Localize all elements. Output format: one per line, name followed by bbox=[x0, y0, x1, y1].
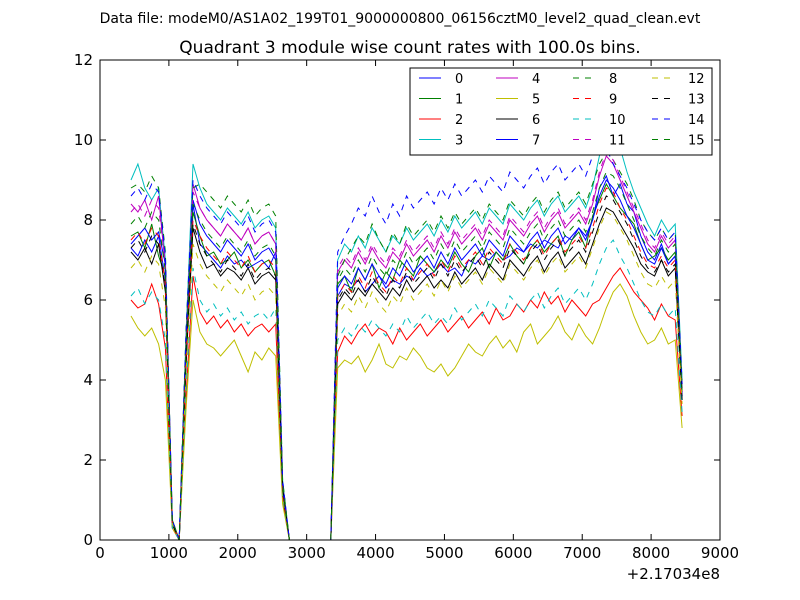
y-tick-label: 4 bbox=[83, 371, 93, 389]
legend-label-3: 3 bbox=[455, 134, 463, 149]
series-line-10 bbox=[130, 239, 683, 540]
y-tick-label: 10 bbox=[74, 131, 93, 149]
series-line-5 bbox=[130, 283, 683, 540]
x-tick-label: 6000 bbox=[494, 544, 532, 562]
legend-label-10: 10 bbox=[609, 113, 626, 128]
legend-label-15: 15 bbox=[688, 134, 705, 149]
series-line-2 bbox=[130, 267, 683, 540]
series-line-3 bbox=[130, 118, 683, 540]
legend-label-2: 2 bbox=[455, 113, 463, 128]
chart-suptitle: Data file: modeM0/AS1A02_199T01_90000008… bbox=[100, 11, 701, 27]
y-tick-label: 8 bbox=[83, 211, 93, 229]
x-tick-label: 0 bbox=[95, 544, 105, 562]
legend-label-9: 9 bbox=[609, 93, 617, 108]
series-line-14 bbox=[130, 134, 683, 540]
y-tick-label: 6 bbox=[83, 291, 93, 309]
legend-box bbox=[409, 67, 713, 156]
legend-label-12: 12 bbox=[688, 72, 705, 87]
series-line-12 bbox=[130, 211, 683, 540]
y-tick-label: 2 bbox=[83, 451, 93, 469]
legend-label-14: 14 bbox=[688, 113, 705, 128]
plot-area bbox=[130, 118, 683, 540]
x-tick-label: 5000 bbox=[425, 544, 463, 562]
legend-label-1: 1 bbox=[455, 93, 463, 108]
legend-label-6: 6 bbox=[532, 113, 540, 128]
series-line-8 bbox=[130, 151, 683, 540]
x-tick-label: 9000 bbox=[701, 544, 739, 562]
series-line-0 bbox=[130, 174, 683, 540]
x-tick-label: 1000 bbox=[150, 544, 188, 562]
legend-label-13: 13 bbox=[688, 93, 705, 108]
axis-ticks: 0 1000 2000 3000 4000 5000 6000 7000 8000 9000 0 2 4… bbox=[74, 51, 739, 562]
y-tick-label: 12 bbox=[74, 51, 93, 69]
series-line-6 bbox=[130, 207, 683, 540]
series-line-15 bbox=[130, 171, 683, 540]
legend-label-4: 4 bbox=[532, 72, 540, 87]
series-line-11 bbox=[130, 151, 683, 540]
x-tick-label: 2000 bbox=[219, 544, 257, 562]
x-tick-label: 8000 bbox=[632, 544, 670, 562]
legend-label-0: 0 bbox=[455, 72, 463, 87]
chart-title: Quadrant 3 module wise count rates with … bbox=[179, 38, 640, 58]
series-line-1 bbox=[130, 182, 683, 540]
series-line-4 bbox=[130, 155, 683, 540]
legend-label-5: 5 bbox=[532, 93, 540, 108]
series-line-13 bbox=[130, 195, 683, 540]
x-offset-label: +2.17034e8 bbox=[627, 565, 720, 583]
legend-label-8: 8 bbox=[609, 72, 617, 87]
x-tick-label: 7000 bbox=[563, 544, 601, 562]
legend-label-7: 7 bbox=[532, 134, 540, 149]
series-line-7 bbox=[130, 179, 683, 540]
x-tick-label: 3000 bbox=[288, 544, 326, 562]
series-line-9 bbox=[130, 187, 683, 540]
legend-label-11: 11 bbox=[609, 134, 626, 149]
y-tick-label: 0 bbox=[83, 531, 93, 549]
x-tick-label: 4000 bbox=[356, 544, 394, 562]
